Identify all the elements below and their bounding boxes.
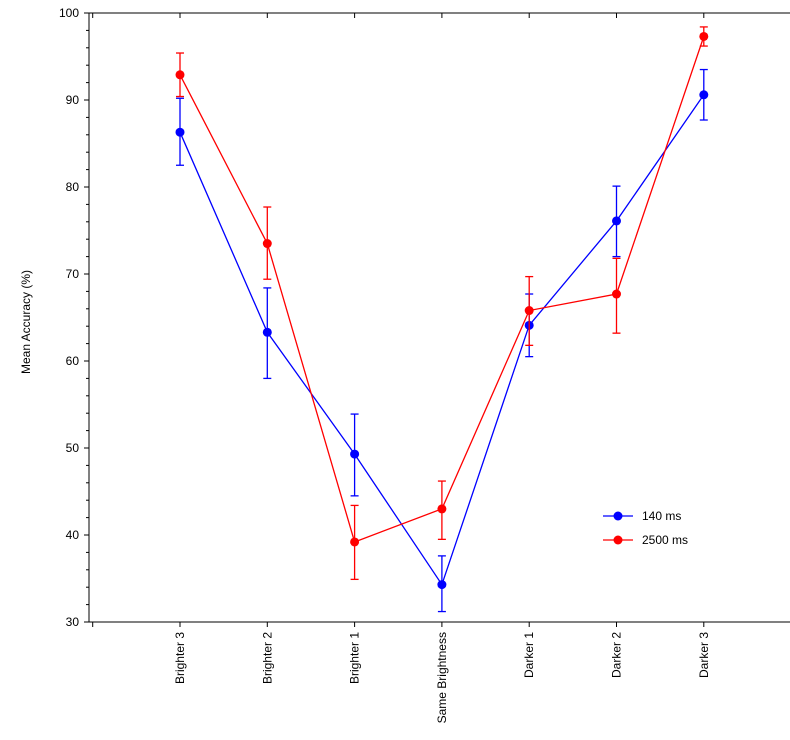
data-point [612,216,621,226]
axes: 30 40 50 60 70 80 90 100 Brighter 3 Brighter 2 Bri… [59,6,790,723]
x-tick-label: Same Brightness [435,632,449,723]
series-0 [175,68,709,613]
x-tick-label: Darker 2 [610,632,624,678]
x-tick-label: Darker 3 [697,632,711,678]
x-tick-label: Brighter 3 [173,632,187,684]
data-point [175,70,185,80]
series-layer [175,26,709,613]
y-tick-label: 70 [66,267,80,281]
legend-swatch-marker [613,535,623,545]
y-axis-title: Mean Accuracy (%) [19,270,33,374]
x-tick-label: Brighter 2 [260,632,274,684]
x-tick-label: Darker 1 [522,632,536,678]
data-point [699,31,709,41]
data-point [524,306,534,316]
y-tick-label: 60 [66,354,80,368]
legend-swatch-marker [613,511,623,521]
data-point [437,504,447,514]
data-point [699,90,709,100]
y-tick-label: 40 [66,528,80,542]
data-point [262,239,272,249]
legend-label: 2500 ms [642,533,688,547]
x-tick-label: Brighter 1 [348,632,362,684]
data-point [262,327,272,337]
data-point [175,127,185,137]
series-line [179,36,705,543]
series-1 [175,26,709,581]
data-point [350,449,360,459]
y-tick-label: 30 [66,615,80,629]
y-tick-label: 90 [66,93,80,107]
y-tick-label: 50 [66,441,80,455]
legend: 140 ms 2500 ms [603,509,688,547]
data-point [350,537,360,547]
data-point [437,580,447,590]
legend-label: 140 ms [642,509,681,523]
y-tick-label: 100 [59,6,79,20]
data-point [612,289,621,299]
y-tick-label: 80 [66,180,80,194]
